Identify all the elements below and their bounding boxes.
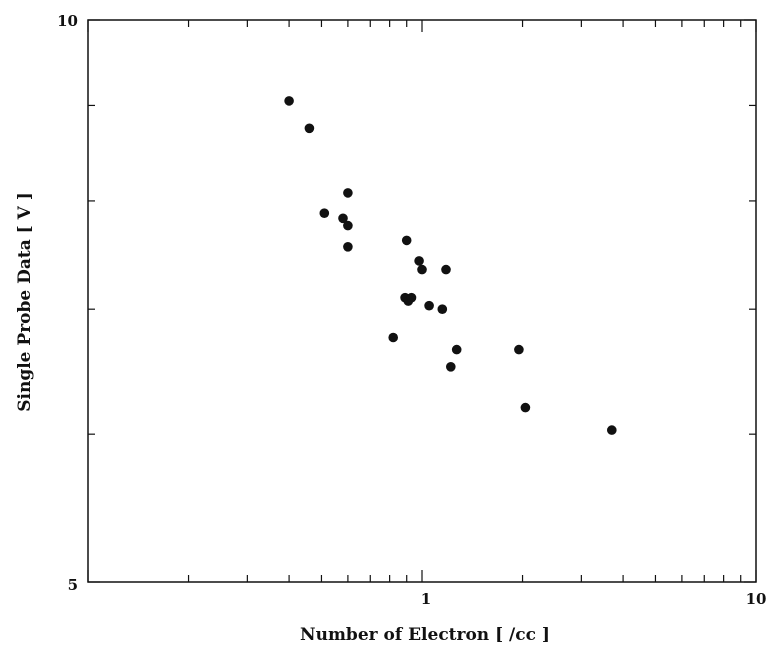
data-point [437, 304, 448, 315]
data-point [451, 344, 462, 355]
x-axis-ticks [87, 20, 757, 582]
x-tick-label-10: 10 [746, 590, 767, 608]
x-axis-title: Number of Electron [ /cc ] [300, 625, 550, 645]
data-point [401, 235, 412, 246]
data-point [607, 425, 617, 435]
data-point [304, 123, 315, 134]
data-point [441, 264, 451, 275]
x-tick-label-1: 1 [421, 590, 431, 608]
data-points [284, 96, 617, 435]
y-tick-label-5: 5 [68, 576, 78, 594]
data-point [406, 292, 417, 303]
data-point [338, 213, 348, 224]
data-point [424, 300, 434, 311]
data-point [388, 332, 399, 343]
data-point [284, 96, 294, 106]
data-point [319, 208, 330, 218]
data-point [417, 264, 427, 275]
y-axis-ticks [88, 19, 756, 583]
y-tick-label-10: 10 [57, 12, 78, 30]
data-point [514, 344, 524, 355]
data-point [414, 256, 424, 266]
data-point [520, 402, 531, 413]
data-point [343, 242, 353, 252]
plot-frame [87, 19, 757, 583]
data-point [343, 220, 353, 231]
y-axis-title: Single Probe Data [ V ] [15, 192, 35, 412]
data-point [446, 362, 456, 372]
data-point [343, 188, 353, 198]
